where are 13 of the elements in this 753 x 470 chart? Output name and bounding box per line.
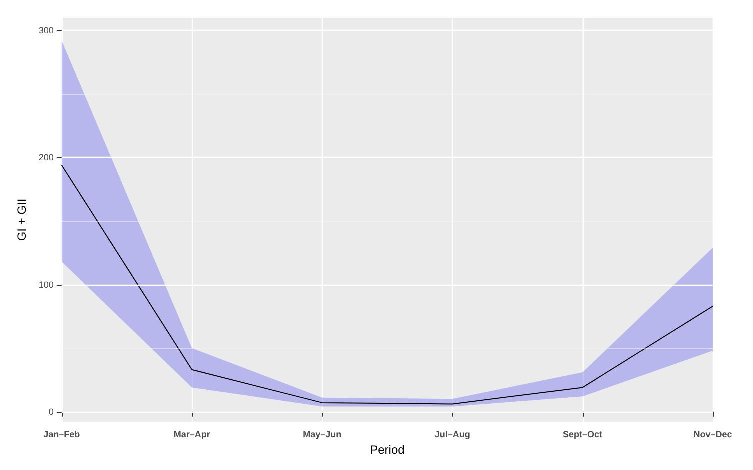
x-axis-title: Period (370, 443, 405, 457)
x-tick-label: Jan–Feb (44, 430, 81, 440)
y-tick-label: 300 (38, 26, 54, 36)
y-tick-label: 0 (48, 406, 54, 417)
y-tick-label: 200 (38, 152, 54, 163)
x-tick-label: Nov–Dec (694, 430, 732, 440)
y-axis-title: GI + GII (15, 198, 29, 242)
x-tick-label: Jul–Aug (434, 430, 470, 440)
x-tick-label: Mar–Apr (174, 430, 211, 440)
y-tick-label: 100 (38, 280, 54, 290)
x-tick-label: May–Jun (303, 430, 342, 440)
line-series (61, 164, 714, 405)
x-tick-label: Sept–Oct (563, 430, 603, 440)
